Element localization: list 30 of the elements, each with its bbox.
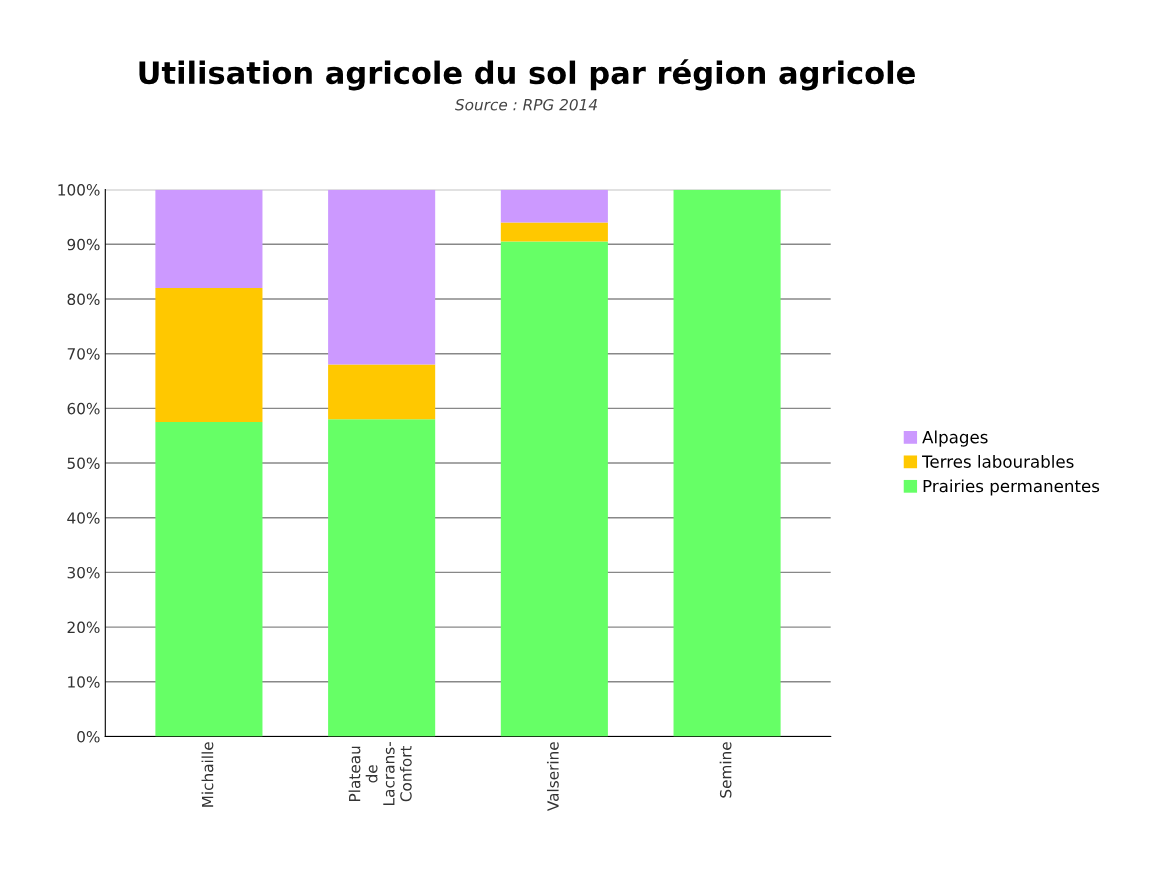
x-tick-label: Valserine [546, 742, 559, 812]
y-tick-label: 70% [67, 348, 100, 360]
bar [500, 189, 608, 223]
chart-title: Utilisation agricole du sol par région agricole [139, 59, 915, 91]
y-tick-label: 90% [67, 238, 100, 251]
x-tick-label: Semine [719, 742, 732, 798]
legend-label: Terres labourables [922, 454, 1074, 468]
x-tick-label: Michaille [201, 742, 214, 807]
y-tick-label: 10% [68, 676, 100, 688]
y-tick-label: 30% [67, 566, 100, 579]
bar [328, 189, 436, 365]
y-tick-label: 0% [77, 730, 100, 743]
y-tick-label: 60% [67, 402, 100, 415]
bar [328, 419, 436, 737]
y-tick-label: 100% [58, 184, 100, 196]
y-tick-label: 50% [67, 457, 100, 470]
bar [328, 364, 436, 420]
bar [155, 189, 263, 289]
bar [155, 288, 263, 423]
legend-label: Prairies permanentes [923, 479, 1100, 496]
bar [500, 222, 608, 242]
y-tick-label: 40% [67, 512, 100, 524]
y-tick-label: 20% [67, 621, 100, 634]
bar [155, 422, 263, 737]
legend-label: Alpages [922, 430, 988, 447]
x-tick-label: Plateau de Lacrans- Confort [348, 742, 412, 805]
bar [673, 189, 781, 737]
bar [500, 241, 608, 737]
y-tick-label: 80% [67, 293, 100, 306]
chart-subtitle: Source : RPG 2014 [455, 98, 597, 111]
